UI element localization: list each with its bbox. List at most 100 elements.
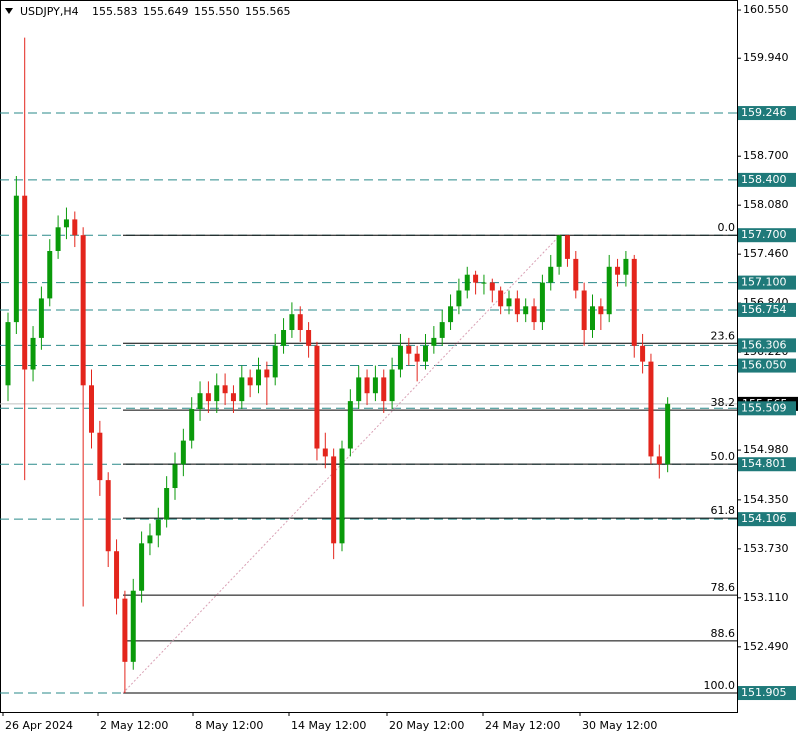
- level-tag: [738, 457, 796, 472]
- candle-body: [590, 306, 595, 331]
- candle-body: [514, 298, 520, 315]
- level-tag-label: 159.246: [741, 106, 787, 119]
- candle-body: [473, 274, 479, 283]
- candle-body: [22, 195, 28, 370]
- candle-body: [214, 385, 220, 402]
- candle-body: [581, 290, 587, 331]
- candle-body: [38, 298, 44, 338]
- candle-body: [256, 369, 261, 386]
- level-tag-label: 157.100: [741, 276, 787, 289]
- candle-body: [431, 337, 437, 346]
- candle-body: [289, 314, 295, 331]
- candle-body: [105, 480, 111, 552]
- candle-body: [615, 266, 621, 275]
- candle-body: [598, 306, 604, 315]
- candle-body: [665, 403, 671, 465]
- x-tick-label: 30 May 12:00: [582, 719, 657, 732]
- candle-body: [456, 290, 462, 307]
- fib-label: 88.6: [711, 627, 736, 640]
- y-tick-label: 153.110: [743, 591, 789, 604]
- candle-body: [139, 543, 145, 591]
- candle-body: [247, 377, 253, 386]
- y-tick-label: 152.490: [743, 640, 789, 653]
- candle-body: [147, 535, 153, 544]
- candle-body: [648, 361, 654, 457]
- fib-label: 23.6: [711, 329, 736, 342]
- level-tag: [738, 106, 796, 121]
- candle-body: [531, 306, 537, 323]
- candle-body: [180, 440, 186, 465]
- level-tag-label: 158.400: [741, 173, 787, 186]
- y-tick-label: 153.730: [743, 542, 789, 555]
- fib-label: 78.6: [711, 581, 736, 594]
- y-tick-label: 157.460: [743, 247, 789, 260]
- x-tick-label: 20 May 12:00: [389, 719, 464, 732]
- level-tag: [738, 512, 796, 527]
- candle-body: [230, 393, 236, 402]
- ohlc-low: 155.550: [194, 5, 240, 18]
- level-tag-label: 157.700: [741, 228, 787, 241]
- y-tick-label: 158.080: [743, 198, 789, 211]
- candle-body: [548, 266, 554, 283]
- candle-body: [414, 353, 420, 362]
- candle-body: [222, 385, 228, 394]
- candle-body: [72, 219, 78, 236]
- y-tick-label: 158.700: [743, 149, 789, 162]
- candle-body: [640, 345, 646, 362]
- candle-body: [539, 282, 545, 323]
- candle-body: [272, 345, 278, 378]
- candle-body: [564, 235, 570, 259]
- level-tag-label: 151.905: [741, 686, 787, 699]
- candle-body: [406, 345, 412, 354]
- candle-body: [448, 306, 454, 323]
- fib-label: 61.8: [711, 504, 736, 517]
- y-tick-label: 159.940: [743, 51, 789, 64]
- candle-body: [423, 345, 428, 362]
- candle-body: [97, 432, 103, 481]
- candle-body: [63, 219, 69, 228]
- candle-body: [189, 409, 195, 441]
- level-tag: [738, 358, 796, 373]
- candle-body: [205, 393, 211, 402]
- ohlc-close: 155.565: [245, 5, 291, 18]
- level-tag: [738, 338, 796, 353]
- fib-label: 50.0: [711, 450, 736, 463]
- level-tag: [738, 302, 796, 317]
- candle-body: [481, 282, 487, 284]
- candle-body: [5, 322, 11, 386]
- y-tick-label: 154.350: [743, 493, 789, 506]
- candle-body: [80, 235, 86, 386]
- candle-body: [389, 369, 395, 402]
- candle-body: [331, 456, 337, 544]
- fib-label: 100.0: [704, 679, 736, 692]
- candle-body: [339, 448, 345, 544]
- candle-body: [506, 298, 512, 307]
- level-tag-label: 155.509: [741, 401, 787, 414]
- ohlc-high: 155.649: [143, 5, 189, 18]
- candle-body: [281, 330, 287, 346]
- candle-body: [347, 401, 353, 449]
- candle-body: [322, 448, 328, 457]
- level-tag-label: 156.306: [741, 338, 787, 351]
- x-tick-label: 14 May 12:00: [291, 719, 366, 732]
- candle-body: [439, 322, 445, 338]
- candle-body: [372, 377, 378, 394]
- x-tick-label: 8 May 12:00: [195, 719, 263, 732]
- level-tag-label: 154.106: [741, 512, 787, 525]
- candle-body: [656, 456, 662, 465]
- candle-body: [623, 258, 629, 275]
- candle-body: [155, 519, 161, 536]
- menu-triangle[interactable]: [5, 8, 13, 14]
- level-tag: [738, 172, 796, 187]
- level-tag: [738, 686, 796, 701]
- level-tag-label: 154.801: [741, 457, 787, 470]
- x-tick-label: 24 May 12:00: [485, 719, 560, 732]
- level-tag: [738, 228, 796, 243]
- level-tag: [738, 275, 796, 290]
- candle-body: [264, 369, 270, 378]
- candle-body: [606, 266, 612, 315]
- y-tick-label: 160.550: [743, 3, 789, 16]
- candle-body: [297, 314, 303, 331]
